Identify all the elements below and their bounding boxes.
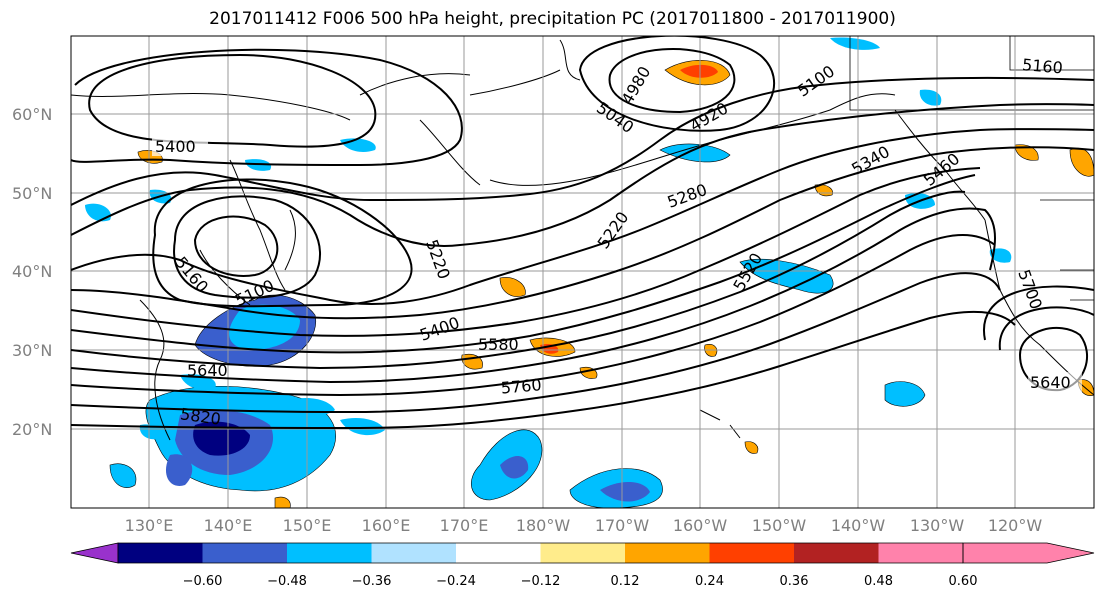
lon-label: 150°E	[283, 516, 332, 535]
lon-label: 160°E	[362, 516, 411, 535]
lon-label: 170°W	[595, 516, 650, 535]
colorbar-tick: 0.24	[695, 574, 724, 589]
lon-label: 140°W	[831, 516, 886, 535]
lat-label: 60°N	[12, 105, 52, 124]
colorbar: −0.60 −0.48 −0.36 −0.24 −0.12 0.12 0.24 …	[70, 542, 1095, 589]
colorbar-segment	[456, 543, 541, 563]
latitude-labels: 60°N 50°N 40°N 30°N 20°N	[12, 105, 52, 439]
lat-label: 40°N	[12, 262, 52, 281]
lon-label: 150°W	[752, 516, 807, 535]
height-contours	[71, 36, 1094, 430]
longitude-labels: 130°E 140°E 150°E 160°E 170°E 180°W 170°…	[125, 516, 1043, 535]
contour-label: 5580	[478, 335, 519, 354]
contour-label: 5160	[1021, 55, 1063, 77]
lon-label: 130°W	[910, 516, 965, 535]
lon-label: 160°W	[673, 516, 728, 535]
lon-label: 140°E	[204, 516, 253, 535]
colorbar-tick: 0.60	[949, 574, 978, 589]
colorbar-tick: −0.24	[436, 574, 476, 589]
colorbar-extend-left	[70, 542, 119, 564]
colorbar-segment	[287, 543, 372, 563]
colorbar-tick: −0.12	[521, 574, 561, 589]
colorbar-tick: −0.60	[183, 574, 223, 589]
colorbar-tick: 0.48	[864, 574, 893, 589]
lat-label: 20°N	[12, 420, 52, 439]
colorbar-tick: −0.36	[352, 574, 392, 589]
colorbar-segment	[202, 543, 287, 563]
colorbar-tick: −0.48	[267, 574, 307, 589]
colorbar-segment	[794, 543, 879, 563]
contour-label: 5400	[155, 137, 196, 156]
colorbar-segment	[709, 543, 794, 563]
contour-label: 5760	[500, 375, 542, 397]
lat-label: 30°N	[12, 341, 52, 360]
colorbar-tick: 0.36	[780, 574, 809, 589]
lon-label: 130°E	[125, 516, 174, 535]
colorbar-segment	[878, 543, 963, 563]
lon-label: 120°W	[988, 516, 1043, 535]
map-frame	[70, 35, 1095, 509]
contour-label: 5640	[187, 361, 228, 380]
lon-label: 170°E	[440, 516, 489, 535]
contour-label: 5640	[1030, 373, 1071, 392]
gridlines	[71, 36, 1094, 508]
coastlines	[71, 39, 1094, 441]
borders	[849, 36, 1094, 301]
colorbar-segment	[118, 543, 203, 563]
colorbar-segment	[371, 543, 456, 563]
lat-label: 50°N	[12, 184, 52, 203]
lon-label: 180°W	[516, 516, 571, 535]
colorbar-extend-right-tip	[962, 542, 1095, 564]
colorbar-segment	[540, 543, 625, 563]
colorbar-tick: 0.12	[611, 574, 640, 589]
colorbar-segment	[625, 543, 710, 563]
map-title: 2017011412 F006 500 hPa height, precipit…	[209, 9, 896, 29]
